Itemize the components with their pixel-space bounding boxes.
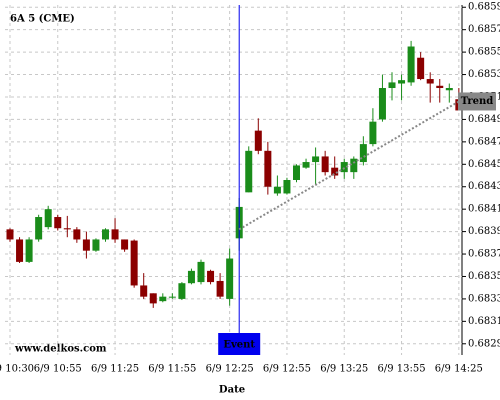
candle-body [359,144,367,163]
event-box [218,333,261,355]
candle-body [273,186,281,194]
x-tick-label: 6/9 12:55 [263,364,311,375]
candle-body [407,46,415,83]
x-tick-label: 6/9 13:55 [378,364,426,375]
y-tick-label: 0.6853 [468,69,500,80]
x-tick-label: 6/9 12:25 [206,364,254,375]
candle-body [340,162,348,173]
candle-body [302,162,310,168]
y-tick-label: 0.6855 [468,47,500,58]
candle-body [398,80,406,84]
candle-body [417,57,425,80]
watermark: www.delkos.com [14,344,107,355]
candle-body [54,217,62,229]
trend-label: Trend [461,96,494,107]
candle-body [293,165,300,180]
y-tick-label: 0.6829 [468,338,500,349]
y-tick-label: 0.6837 [468,249,500,260]
x-axis-label: Date [219,385,245,396]
event-label: Event [223,340,255,351]
y-tick-label: 0.6831 [468,316,500,327]
y-tick-label: 0.6845 [468,159,500,170]
candle-body [102,229,109,240]
candle-body [187,270,195,284]
candle-body [264,150,272,187]
candle-body [159,296,167,302]
candle-body [197,261,205,283]
y-tick-label: 0.6835 [468,271,500,282]
candle-body [130,240,138,286]
candle-body [178,283,186,299]
y-tick-label: 0.6859 [468,2,500,13]
y-tick-label: 0.6857 [468,24,500,35]
candle-body [216,280,224,297]
candle-body [388,82,396,89]
x-tick-label: 6/9 14:25 [435,364,483,375]
candle-body [283,180,291,194]
candle-body [111,229,119,240]
y-tick-label: 0.6847 [468,136,500,147]
candle-body [149,293,157,304]
candle-body [245,150,253,193]
candle-body [44,209,52,228]
y-tick-label: 0.6841 [468,204,500,215]
chart-title: 6A 5 (CME) [10,14,75,25]
candle-body [140,285,148,297]
candle-body [121,239,129,250]
trend-line [238,100,460,231]
candle-body [73,229,81,240]
candle-body [331,167,339,176]
x-tick-label: 6/9 10:55 [34,364,82,375]
x-tick-label: 6/9 10:30 [0,364,34,375]
candle-body [436,85,444,89]
candle-body [35,217,43,240]
candle-body [92,239,100,251]
candle-body [378,88,386,120]
candle-body [254,130,262,151]
y-tick-label: 0.6849 [468,114,500,125]
candle-body [445,88,453,91]
candle-body [16,239,24,262]
candle-body [226,258,234,299]
candle-body [168,296,176,298]
y-tick-label: 0.6833 [468,293,500,304]
y-tick-label: 0.6839 [468,226,500,237]
x-tick-label: 6/9 13:25 [320,364,368,375]
x-tick-label: 6/9 11:25 [91,364,139,375]
candle-body [369,121,377,145]
candle-body [350,158,358,173]
x-tick-label: 6/9 11:55 [148,364,196,375]
y-tick-label: 0.6843 [468,181,500,192]
trend-box [458,92,496,111]
candle-body [426,79,434,84]
candle-body [321,156,329,173]
candle-body [6,229,14,240]
candle-body [82,239,90,251]
candle-body [25,239,33,262]
candle-body [63,228,71,230]
candle-body [312,156,320,163]
candle-body [207,270,215,283]
